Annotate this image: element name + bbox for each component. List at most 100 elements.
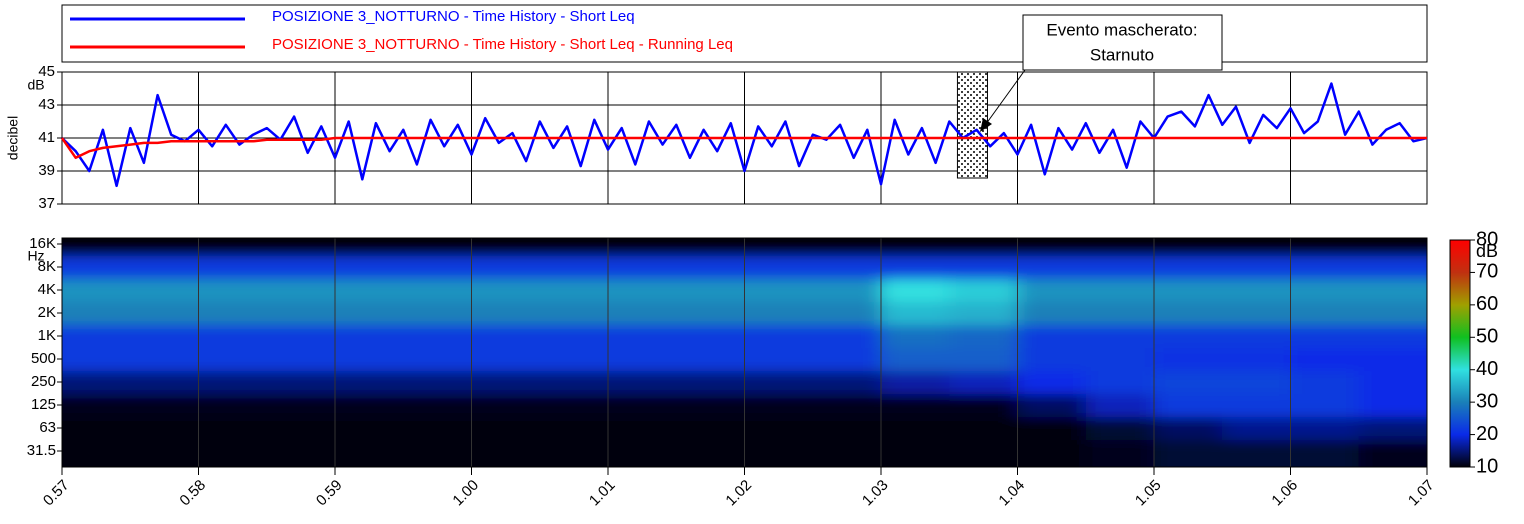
heatmap-cell: [335, 370, 404, 395]
heatmap-cell: [403, 324, 473, 349]
heatmap-cell: [1290, 238, 1360, 257]
heatmap-cell: [949, 416, 1019, 441]
heatmap-cell: [1290, 370, 1360, 395]
heatmap-cell: [676, 255, 746, 280]
heatmap-cell: [471, 347, 541, 372]
heatmap-cell: [1085, 301, 1155, 326]
heatmap-cell: [266, 301, 336, 326]
heatmap-cell: [471, 324, 541, 349]
callout-arrowhead: [980, 118, 992, 132]
heatmap-cell: [812, 255, 882, 280]
heatmap-cell: [62, 278, 131, 303]
heatmap-cell: [608, 347, 677, 372]
heatmap-cell: [881, 370, 950, 395]
heatmap-cell: [403, 238, 473, 257]
heatmap-cell: [949, 278, 1019, 303]
heatmap-cell: [1154, 439, 1223, 467]
colorbar-tick-label: 60: [1476, 293, 1498, 315]
heatmap-cell: [335, 393, 404, 418]
heatmap-cell: [62, 238, 131, 257]
heatmap-cell: [1290, 439, 1360, 467]
heatmap-cell: [1222, 278, 1292, 303]
heatmap-cell: [1222, 370, 1292, 395]
heatmap-cell: [608, 439, 677, 467]
heatmap-cell: [539, 393, 609, 418]
y-tick-label: 63: [39, 419, 56, 436]
x-tick-label: 1.03: [859, 477, 892, 510]
colorbar: [1449, 239, 1471, 468]
heatmap-cell: [1290, 278, 1360, 303]
y-axis-label: decibel: [5, 116, 21, 160]
legend-label: POSIZIONE 3_NOTTURNO - Time History - Sh…: [272, 36, 733, 53]
heatmap-cell: [266, 370, 336, 395]
y-tick-label: 8K: [38, 258, 56, 275]
heatmap-cell: [1154, 416, 1223, 441]
heatmap-cell: [949, 301, 1019, 326]
y-tick-label: 41: [38, 129, 55, 146]
y-tick-label: 31.5: [27, 442, 56, 459]
heatmap-cell: [744, 347, 814, 372]
y-unit: Hz: [27, 248, 44, 264]
heatmap-cell: [62, 255, 131, 280]
heatmap-cell: [881, 255, 950, 280]
x-tick-label: 1.00: [449, 477, 482, 510]
heatmap-cell: [608, 238, 677, 257]
heatmap-cell: [335, 301, 404, 326]
heatmap-cell: [539, 347, 609, 372]
heatmap-cell: [676, 439, 746, 467]
x-tick-label: 1.01: [586, 477, 619, 510]
heatmap-cell: [403, 393, 473, 418]
y-tick-label: 39: [38, 162, 55, 179]
heatmap-cell: [62, 324, 131, 349]
heatmap-cell: [1017, 255, 1087, 280]
heatmap-cell: [1222, 347, 1292, 372]
heatmap-cell: [1290, 301, 1360, 326]
heatmap-cell: [744, 301, 814, 326]
heatmap-cell: [1154, 278, 1223, 303]
heatmap-cell: [676, 370, 746, 395]
heatmap-cell: [1358, 278, 1427, 303]
heatmap-cell: [1290, 393, 1360, 418]
x-tick-label: 0.58: [176, 477, 209, 510]
heatmap-cell: [1358, 347, 1427, 372]
heatmap-cell: [881, 439, 950, 467]
colorbar-tick-label: 20: [1476, 423, 1498, 445]
heatmap-cell: [266, 416, 336, 441]
heatmap-cell: [335, 278, 404, 303]
colorbar-tick-label: 40: [1476, 358, 1498, 380]
heatmap-cells: [62, 238, 1427, 467]
heatmap-cell: [1017, 324, 1087, 349]
heatmap-cell: [266, 278, 336, 303]
heatmap-cell: [335, 238, 404, 257]
heatmap-cell: [403, 370, 473, 395]
y-tick-label: 500: [31, 350, 56, 367]
heatmap-cell: [266, 255, 336, 280]
heatmap-cell: [1222, 324, 1292, 349]
heatmap-cell: [335, 255, 404, 280]
heatmap-cell: [1358, 324, 1427, 349]
heatmap-cell: [471, 238, 541, 257]
heatmap-cell: [812, 393, 882, 418]
heatmap-cell: [130, 324, 200, 349]
heatmap-cell: [130, 347, 200, 372]
heatmap-cell: [130, 278, 200, 303]
heatmap-cell: [403, 416, 473, 441]
heatmap-cell: [539, 370, 609, 395]
heatmap-cell: [1085, 347, 1155, 372]
heatmap-cell: [1085, 255, 1155, 280]
x-tick-label: 1.02: [722, 477, 755, 510]
heatmap-cell: [1358, 439, 1427, 467]
heatmap-cell: [1017, 347, 1087, 372]
heatmap-cell: [881, 416, 950, 441]
heatmap-cell: [1290, 416, 1360, 441]
heatmap-cell: [1017, 301, 1087, 326]
heatmap-cell: [608, 393, 677, 418]
heatmap-cell: [62, 347, 131, 372]
heatmap-cell: [130, 255, 200, 280]
heatmap-cell: [539, 439, 609, 467]
heatmap-cell: [1222, 393, 1292, 418]
heatmap-cell: [539, 416, 609, 441]
heatmap-cell: [471, 301, 541, 326]
